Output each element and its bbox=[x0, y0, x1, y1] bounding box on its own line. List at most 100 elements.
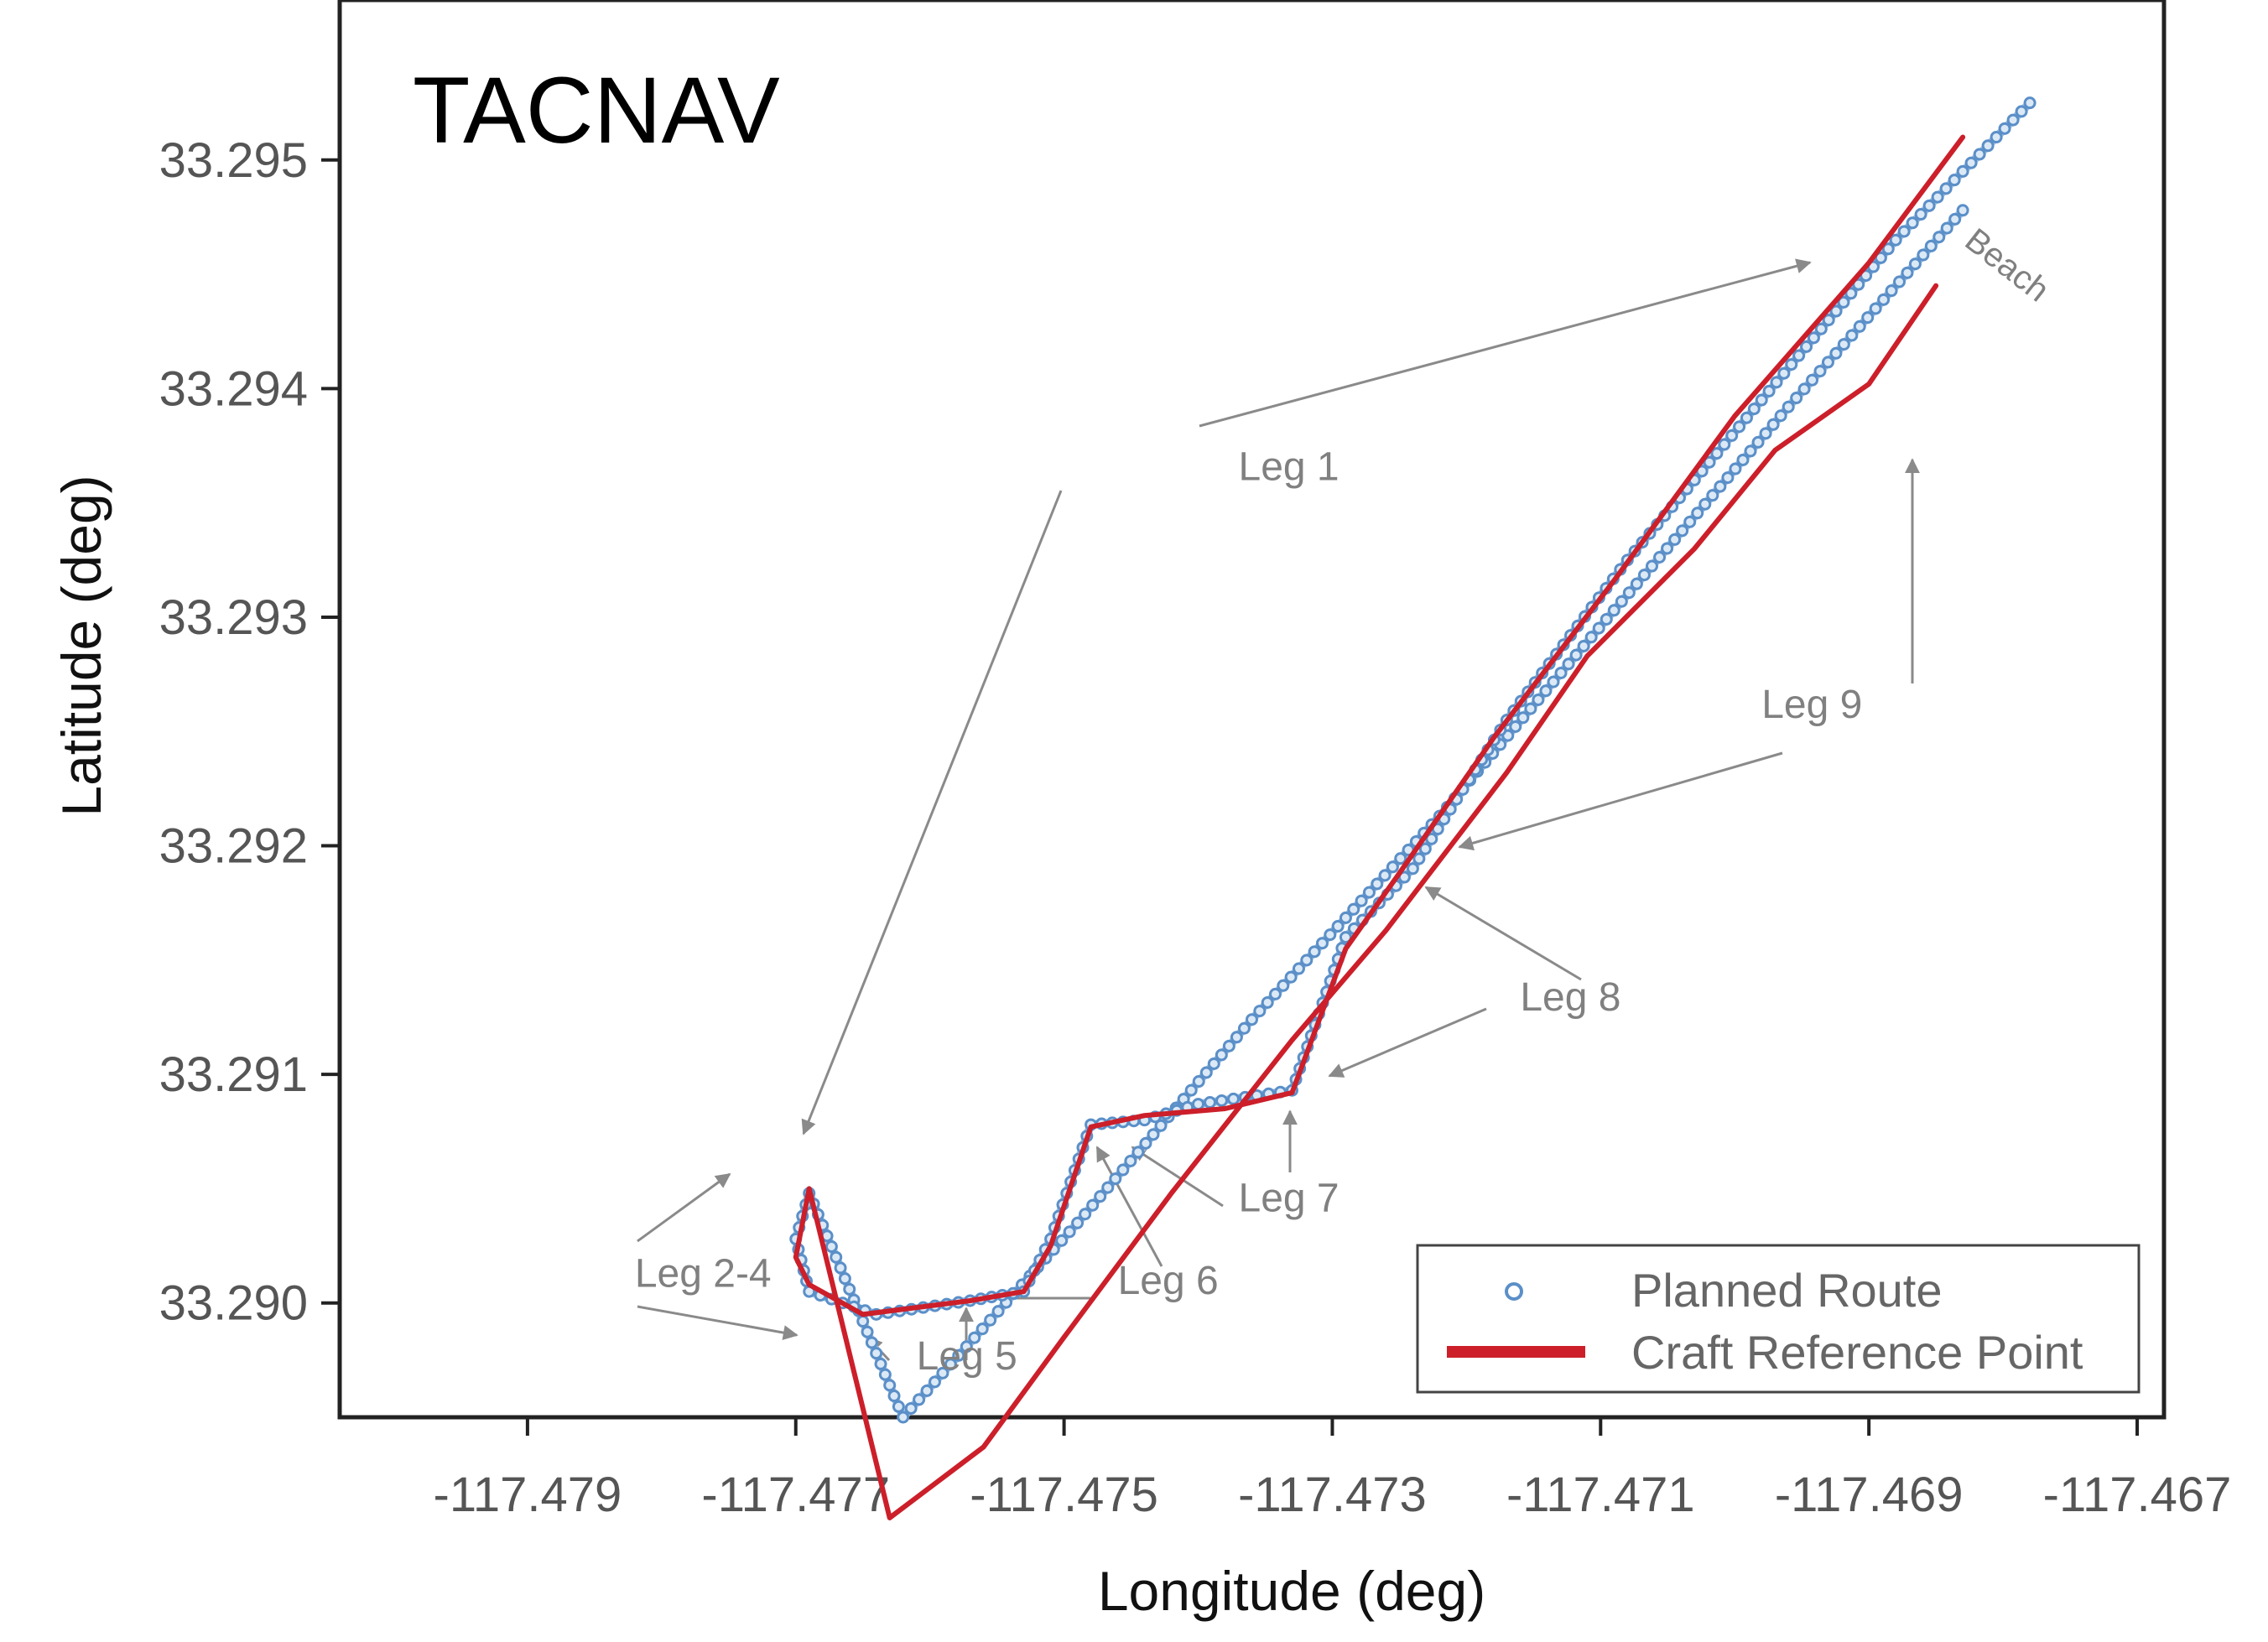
planned-route-point bbox=[1292, 962, 1305, 975]
planned-route-point bbox=[1355, 894, 1368, 907]
legend-box bbox=[1416, 1244, 2141, 1394]
annotation-label: Leg 8 bbox=[1520, 975, 1620, 1020]
x-tick-label: -117.469 bbox=[1775, 1468, 1964, 1522]
planned-route-point bbox=[1747, 403, 1761, 416]
legend-label-planned-route: Planned Route bbox=[1631, 1264, 1943, 1317]
y-tick-label: 33.290 bbox=[159, 1276, 308, 1331]
planned-route-point bbox=[1562, 657, 1575, 671]
x-axis-title: Longitude (deg) bbox=[1098, 1560, 1485, 1622]
planned-route-point bbox=[1192, 1098, 1205, 1111]
leg-1-arrow-upper bbox=[1199, 258, 1812, 428]
planned-route-point bbox=[1300, 954, 1313, 967]
planned-route-point bbox=[1940, 221, 1953, 235]
planned-route-point bbox=[1539, 684, 1553, 698]
planned-route-point bbox=[1653, 551, 1667, 564]
planned-route-point bbox=[1147, 1128, 1160, 1141]
planned-route-point bbox=[1371, 877, 1384, 891]
planned-route-point bbox=[1554, 666, 1568, 679]
planned-route-point bbox=[1253, 1005, 1267, 1018]
planned-route-point bbox=[1998, 122, 2011, 135]
planned-route-point bbox=[1124, 1154, 1137, 1167]
planned-route-point bbox=[1844, 287, 1858, 300]
planned-route-point bbox=[1964, 156, 1978, 169]
annotation-label: Leg 2-4 bbox=[635, 1252, 772, 1296]
legend: Planned Route Craft Reference Point bbox=[1416, 1244, 2141, 1394]
planned-route-point bbox=[1622, 586, 1636, 600]
planned-route-point bbox=[1284, 970, 1298, 984]
planned-route-point bbox=[1199, 1066, 1213, 1079]
leg-8-arrow-upper bbox=[1424, 886, 1582, 981]
planned-route-point bbox=[944, 1358, 957, 1371]
planned-route-point bbox=[1853, 320, 1866, 333]
planned-route-point bbox=[843, 1282, 856, 1296]
planned-route-point bbox=[1744, 444, 1757, 458]
leg-1-arrow-lower bbox=[801, 490, 1063, 1135]
planned-route-point bbox=[1116, 1163, 1130, 1177]
planned-route-point bbox=[1339, 911, 1352, 924]
planned-route-point bbox=[1139, 1136, 1152, 1150]
planned-route-point bbox=[1829, 346, 1843, 360]
leg-6-arrow-right bbox=[1095, 1146, 1163, 1267]
leg-2-4-arrow-lower bbox=[637, 1305, 798, 1341]
planned-route-point bbox=[1755, 393, 1768, 407]
planned-route-point bbox=[1418, 842, 1432, 855]
planned-route-point bbox=[1852, 278, 1865, 291]
leg-7-arrow-left bbox=[1131, 1146, 1224, 1208]
planned-route-point bbox=[2015, 105, 2028, 118]
planned-route-point bbox=[1339, 931, 1352, 944]
planned-route-point bbox=[1785, 358, 1798, 372]
planned-route-point bbox=[1837, 338, 1850, 351]
planned-route-point bbox=[1086, 1198, 1100, 1212]
planned-route-point bbox=[1990, 131, 2003, 144]
leg-2-4-arrow-upper bbox=[637, 1172, 731, 1243]
planned-route-point bbox=[856, 1315, 870, 1328]
planned-route-point bbox=[1094, 1190, 1107, 1203]
planned-route-point bbox=[928, 1375, 941, 1389]
planned-route-point bbox=[1733, 420, 1746, 434]
planned-route-point bbox=[1881, 242, 1895, 256]
planned-route-point bbox=[1725, 429, 1739, 442]
planned-route-point bbox=[1792, 349, 1806, 362]
y-axis-title: Latitude (deg) bbox=[50, 475, 112, 816]
plot-frame bbox=[337, 0, 2167, 1420]
planned-route-point bbox=[1277, 979, 1290, 992]
planned-route-point bbox=[1956, 164, 1969, 178]
planned-route-point bbox=[1661, 542, 1674, 555]
planned-route-point bbox=[1956, 204, 1969, 217]
planned-route-point bbox=[1204, 1096, 1217, 1109]
planned-route-point bbox=[874, 1357, 887, 1370]
x-tick-label: -117.467 bbox=[2043, 1468, 2232, 1522]
leg-8-arrow-lower bbox=[1328, 1007, 1487, 1078]
annotation-label: Leg 6 bbox=[1118, 1259, 1219, 1303]
y-axis-ticks: 33.290 33.291 33.292 33.293 33.294 33.295 bbox=[159, 133, 340, 1331]
planned-route-point bbox=[892, 1400, 905, 1413]
planned-route-point bbox=[1592, 621, 1605, 635]
planned-route-point bbox=[1740, 411, 1753, 424]
planned-route-point bbox=[1227, 1092, 1241, 1105]
planned-route-point bbox=[1524, 702, 1537, 715]
planned-route-point bbox=[1924, 239, 1938, 252]
planned-route-point bbox=[887, 1390, 901, 1403]
planned-route-point bbox=[975, 1322, 989, 1336]
planned-route-point bbox=[1630, 577, 1643, 590]
planned-route-point bbox=[1869, 302, 1882, 315]
planned-route-point bbox=[1547, 675, 1560, 688]
planned-route-point bbox=[1877, 293, 1891, 306]
planned-route-point bbox=[2023, 96, 2037, 110]
planned-route-point bbox=[1246, 1013, 1258, 1026]
planned-route-point bbox=[1055, 1234, 1069, 1247]
planned-route-point bbox=[838, 1272, 851, 1286]
planned-route-point bbox=[1897, 225, 1911, 238]
planned-route-point bbox=[1774, 409, 1787, 423]
planned-route-point bbox=[1079, 1208, 1092, 1221]
planned-route-point bbox=[1729, 462, 1742, 475]
planned-route-point bbox=[1184, 1083, 1198, 1097]
planned-route-point bbox=[1770, 376, 1783, 389]
x-tick-label: -117.475 bbox=[970, 1468, 1158, 1522]
planned-route-point bbox=[1215, 1094, 1229, 1107]
planned-route-point bbox=[1584, 631, 1598, 644]
planned-route-point bbox=[1845, 329, 1859, 342]
planned-route-point bbox=[1532, 693, 1545, 706]
planned-route-point bbox=[1718, 438, 1731, 451]
